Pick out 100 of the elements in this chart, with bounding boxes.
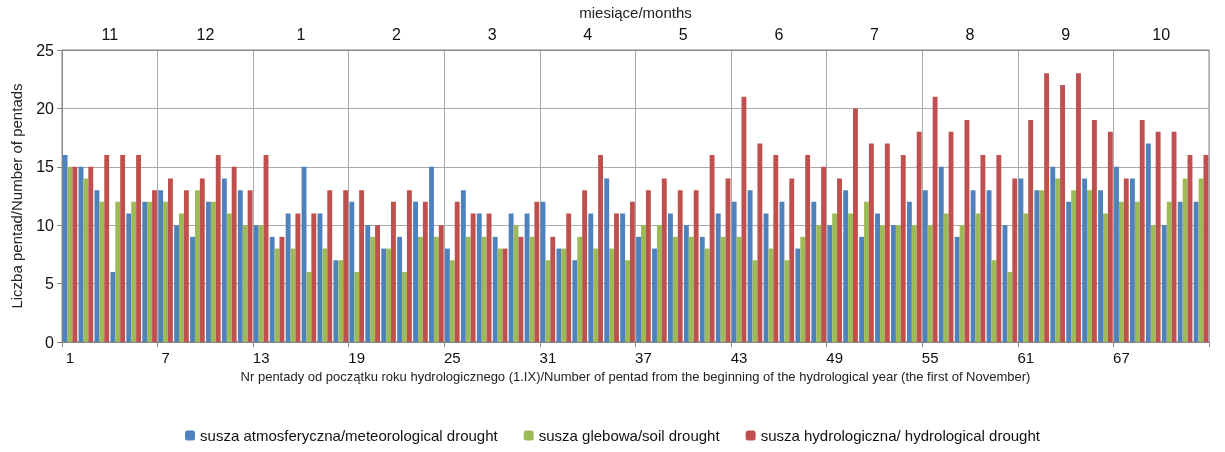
text: 6 — [774, 25, 784, 43]
bar — [891, 225, 896, 342]
bar — [1161, 225, 1167, 342]
bar — [827, 225, 833, 342]
bar — [1203, 155, 1209, 342]
bar — [237, 190, 243, 342]
bar — [1012, 178, 1018, 342]
bar — [922, 190, 928, 342]
bar — [789, 178, 795, 342]
bar — [429, 166, 434, 342]
bar — [470, 213, 476, 342]
bar — [322, 248, 328, 342]
bar — [604, 178, 610, 342]
bar — [327, 190, 333, 342]
bar — [179, 213, 184, 342]
bar — [561, 248, 567, 342]
bar — [757, 143, 763, 342]
bar — [417, 236, 423, 342]
bar — [661, 178, 667, 342]
bar — [668, 213, 673, 342]
bar — [582, 190, 588, 342]
bar — [859, 236, 865, 342]
y-tick-label: 15 — [36, 158, 55, 176]
bar — [843, 190, 849, 342]
text: 1 — [296, 25, 306, 43]
bar — [460, 190, 466, 342]
bar — [199, 178, 205, 342]
bar — [1018, 178, 1024, 342]
bar — [147, 201, 153, 342]
bar — [959, 225, 965, 342]
bar — [1171, 131, 1177, 342]
x-tick-label: 37 — [635, 349, 652, 366]
bar — [614, 213, 619, 342]
bar — [932, 96, 938, 342]
bar — [1028, 120, 1034, 342]
bar — [1107, 131, 1113, 342]
bar — [274, 248, 280, 342]
bar — [481, 236, 487, 342]
bar — [104, 155, 110, 342]
bar — [1145, 143, 1151, 342]
bar — [588, 213, 594, 342]
bar — [1034, 190, 1040, 342]
bar — [853, 108, 858, 342]
bar — [1123, 178, 1129, 342]
bar — [699, 236, 705, 342]
bar — [800, 236, 806, 342]
bar — [338, 260, 344, 342]
x-tick-label: 25 — [443, 349, 461, 366]
bar — [593, 248, 599, 342]
bar — [215, 155, 221, 342]
bar — [641, 225, 646, 342]
bar — [837, 178, 842, 342]
x-tick-label: 31 — [539, 349, 557, 366]
bar — [672, 236, 678, 342]
bar — [1091, 120, 1097, 342]
bar — [142, 201, 148, 342]
x-tick-label: 49 — [826, 349, 843, 366]
bar — [311, 213, 317, 342]
bar — [231, 166, 237, 342]
bar — [720, 236, 726, 342]
bar — [550, 236, 556, 342]
x-tick-label: 55 — [921, 349, 939, 366]
bar — [1139, 120, 1145, 342]
bar — [1193, 201, 1199, 342]
bar — [524, 213, 530, 342]
bar — [709, 155, 715, 342]
bar — [83, 178, 89, 342]
bar — [747, 190, 753, 342]
bar — [1082, 178, 1088, 342]
bar — [656, 225, 662, 342]
bar — [422, 201, 428, 342]
text: 12 — [196, 25, 215, 43]
text: 9 — [1061, 25, 1071, 43]
bar — [1182, 178, 1188, 342]
bar — [625, 260, 630, 342]
bar — [285, 213, 291, 342]
bar — [1134, 201, 1140, 342]
bar — [370, 236, 376, 342]
bar — [773, 155, 779, 342]
bar — [731, 201, 737, 342]
bar — [821, 166, 827, 342]
bar — [349, 201, 355, 342]
bar — [1177, 201, 1183, 342]
bar — [906, 201, 912, 342]
bar — [1044, 73, 1050, 342]
bar — [1055, 178, 1061, 342]
bar — [397, 236, 403, 342]
bar — [1129, 178, 1135, 342]
bar — [381, 248, 387, 342]
bar — [805, 155, 811, 342]
bar — [704, 248, 710, 342]
legend-label: susza atmosferyczna/meteorological drought — [200, 427, 499, 444]
bar — [741, 96, 747, 342]
bar — [62, 155, 68, 342]
x-tick-label: 7 — [161, 349, 170, 366]
bar — [1155, 131, 1161, 342]
bar — [183, 190, 189, 342]
text: 10 — [1152, 25, 1171, 43]
bar — [1023, 213, 1029, 342]
bar — [163, 201, 168, 342]
